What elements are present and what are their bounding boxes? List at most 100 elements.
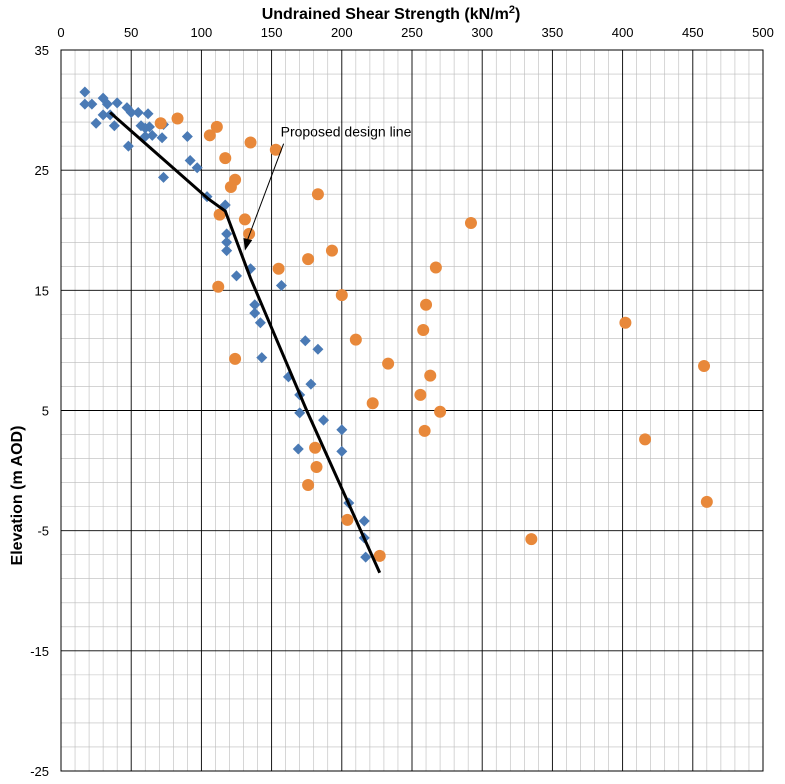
circle-point [219,152,232,165]
y-tick-label: 15 [35,283,49,298]
diamond-point [79,98,91,110]
diamond-point [358,515,370,527]
circle-point [272,262,285,275]
x-tick-label: 150 [261,25,283,40]
circle-point [302,479,315,492]
diamond-point [360,551,372,563]
diamond-point [121,102,133,114]
plot-frame [60,49,764,772]
diamond-point [191,162,203,174]
series-diamonds [79,86,372,563]
circle-point [424,369,437,382]
circle-point [244,136,257,149]
diamond-point [101,98,113,110]
diamond-point [181,131,193,143]
annotation-arrowhead [243,237,253,251]
design-line-annotation: Proposed design line [243,124,412,251]
circle-point [373,549,386,562]
circle-point [238,213,251,226]
circle-point [420,298,433,311]
diamond-point [336,424,348,436]
annotation-label: Proposed design line [281,124,412,140]
circle-point [619,316,632,329]
y-tick-label: 5 [42,404,49,419]
x-tick-label: 250 [401,25,423,40]
circle-point [366,397,379,410]
circle-point [464,217,477,230]
diamond-point [111,97,123,109]
x-axis-title-superscript: 2 [509,4,515,16]
circle-point [434,405,447,418]
diamond-point [275,280,287,292]
proposed-design-line [109,111,382,574]
circle-point [229,352,242,365]
circle-point [525,533,538,546]
x-tick-label: 400 [612,25,634,40]
circle-point [310,460,323,473]
circle-point [639,433,652,446]
x-tick-label: 450 [682,25,704,40]
circle-point [335,289,348,302]
circle-point [700,495,713,508]
diamond-point [142,108,154,120]
diamond-point [254,317,266,329]
diamond-point [79,86,91,98]
x-tick-label: 50 [124,25,138,40]
x-tick-label: 100 [191,25,213,40]
circle-point [417,323,430,336]
circle-point [269,143,282,156]
diamond-point [125,106,137,118]
circle-point [418,424,431,437]
circle-point [203,129,216,142]
x-axis-title-end: ) [515,6,520,23]
x-axis-title: Undrained Shear Strength (kN/m2) [262,4,521,23]
circle-point [382,357,395,370]
diamond-point [157,171,169,183]
circle-point [325,244,338,257]
circle-point [309,441,322,454]
x-tick-label: 300 [471,25,493,40]
circle-point [698,360,711,373]
diamond-point [184,155,196,167]
x-tick-labels: 0 50 100 150 200 250 300 350 400 450 500 [57,25,773,40]
x-axis-title-main: Undrained Shear Strength (kN/m [262,6,509,23]
y-tick-label: -25 [30,764,49,779]
diamond-point [294,407,306,419]
diamond-point [221,236,233,248]
circle-point [302,253,315,266]
diamond-point [299,335,311,347]
diamond-point [97,109,109,121]
x-tick-label: 0 [57,25,64,40]
diamond-point [312,343,324,355]
diamond-point [86,98,98,110]
diamond-point [90,117,102,129]
circle-point [213,208,226,221]
circle-point [229,173,242,186]
diamond-point [132,106,144,118]
y-tick-label: 25 [35,163,49,178]
diamond-point [221,228,233,240]
circle-point [154,117,167,130]
diamond-point [249,307,261,319]
diamond-point [143,121,155,133]
circle-point [311,188,324,201]
diamond-point [104,109,116,121]
diamond-point [108,120,120,132]
circle-point [210,120,223,133]
diamond-point [336,445,348,457]
x-tick-label: 500 [752,25,774,40]
y-tick-label: -15 [30,644,49,659]
x-tick-label: 200 [331,25,353,40]
diamond-point [122,140,134,152]
diamond-point [221,245,233,257]
diamond-point [156,132,168,144]
diamond-point [146,129,158,141]
diamond-point [249,299,261,311]
y-tick-label: -5 [37,524,49,539]
circle-point [171,112,184,125]
y-tick-label: 35 [35,43,49,58]
major-grid [60,49,764,772]
x-tick-label: 350 [542,25,564,40]
diamond-point [318,414,330,426]
